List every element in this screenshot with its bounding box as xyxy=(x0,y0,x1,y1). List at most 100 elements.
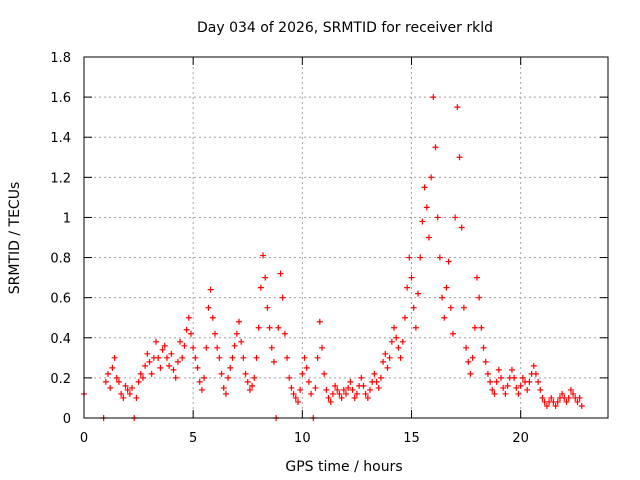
data-point xyxy=(157,364,164,371)
data-point xyxy=(543,402,550,409)
data-point xyxy=(297,386,304,393)
data-point xyxy=(181,342,188,349)
data-point xyxy=(498,374,505,381)
data-point xyxy=(412,324,419,331)
data-point xyxy=(212,330,218,337)
data-point xyxy=(332,382,339,389)
data-point xyxy=(458,224,465,231)
data-point xyxy=(484,370,491,377)
data-point xyxy=(406,254,413,261)
data-point xyxy=(576,394,583,401)
data-point xyxy=(225,374,232,381)
data-point xyxy=(399,338,406,345)
data-point xyxy=(153,338,160,345)
data-point xyxy=(563,398,570,405)
data-point xyxy=(107,384,114,391)
data-point xyxy=(231,342,238,349)
data-point xyxy=(264,304,271,311)
data-point xyxy=(318,344,325,351)
data-point xyxy=(524,386,531,393)
data-point xyxy=(567,386,574,393)
data-point xyxy=(192,354,199,361)
data-point xyxy=(102,378,109,385)
data-point xyxy=(382,350,389,357)
data-point xyxy=(349,386,356,393)
chart-title: Day 034 of 2026, SRMTID for receiver rkl… xyxy=(197,20,493,36)
data-point xyxy=(532,370,539,377)
data-point xyxy=(347,378,354,385)
data-point xyxy=(118,390,125,397)
data-point xyxy=(216,354,223,361)
data-point xyxy=(244,378,251,385)
grid xyxy=(84,57,608,418)
data-point xyxy=(386,354,393,361)
data-point xyxy=(476,294,483,301)
data-point xyxy=(327,398,334,405)
data-point xyxy=(190,344,197,351)
data-point xyxy=(578,402,585,409)
data-point xyxy=(408,274,415,281)
data-point xyxy=(229,354,236,361)
data-point xyxy=(174,358,181,365)
data-point xyxy=(554,398,561,405)
data-point xyxy=(251,374,258,381)
data-point xyxy=(395,344,402,351)
data-point xyxy=(353,390,360,397)
data-point xyxy=(539,394,546,401)
data-point xyxy=(292,394,299,401)
data-point xyxy=(449,330,456,337)
data-point xyxy=(321,370,328,377)
data-point xyxy=(209,314,216,321)
data-point xyxy=(161,342,168,349)
data-point xyxy=(172,374,179,381)
data-point xyxy=(537,386,544,393)
data-point xyxy=(163,354,170,361)
plot-frame xyxy=(83,56,609,419)
data-point xyxy=(122,382,129,389)
data-point xyxy=(384,364,391,371)
y-tick-label: 1.4 xyxy=(50,131,71,146)
data-point xyxy=(504,382,511,389)
data-point xyxy=(401,314,408,321)
data-point xyxy=(218,370,225,377)
data-point xyxy=(393,334,400,341)
data-point xyxy=(511,374,518,381)
data-point xyxy=(478,324,485,331)
y-tick-label: 0.8 xyxy=(50,252,71,267)
data-point xyxy=(410,304,417,311)
data-point xyxy=(559,390,566,397)
y-tick-label: 0.2 xyxy=(50,372,71,387)
data-point xyxy=(489,386,496,393)
data-point xyxy=(469,354,476,361)
data-point xyxy=(487,378,494,385)
data-point xyxy=(362,390,369,397)
data-point xyxy=(367,386,374,393)
data-point xyxy=(198,386,205,393)
data-point xyxy=(491,390,498,397)
data-point xyxy=(419,218,426,225)
data-point xyxy=(570,390,577,397)
x-tick-label: 15 xyxy=(403,431,420,446)
data-point xyxy=(168,350,175,357)
data-point xyxy=(286,374,293,381)
data-point xyxy=(323,386,330,393)
data-point xyxy=(434,214,441,221)
data-point xyxy=(480,344,487,351)
data-point xyxy=(284,354,291,361)
x-tick-label: 5 xyxy=(189,431,197,446)
y-tick-label: 1 xyxy=(63,211,71,226)
data-point xyxy=(519,374,526,381)
x-axis-label: GPS time / hours xyxy=(285,459,402,475)
data-point xyxy=(268,344,275,351)
data-point xyxy=(535,378,542,385)
data-point xyxy=(463,344,470,351)
data-point xyxy=(105,370,112,377)
data-point xyxy=(222,390,229,397)
data-point xyxy=(439,294,446,301)
plot-area xyxy=(84,57,608,418)
data-point xyxy=(288,384,295,391)
data-point xyxy=(377,374,384,381)
data-point xyxy=(308,390,315,397)
data-point xyxy=(371,370,378,377)
data-point xyxy=(471,324,478,331)
